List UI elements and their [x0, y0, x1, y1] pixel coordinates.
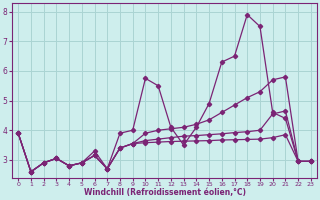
X-axis label: Windchill (Refroidissement éolien,°C): Windchill (Refroidissement éolien,°C): [84, 188, 245, 197]
